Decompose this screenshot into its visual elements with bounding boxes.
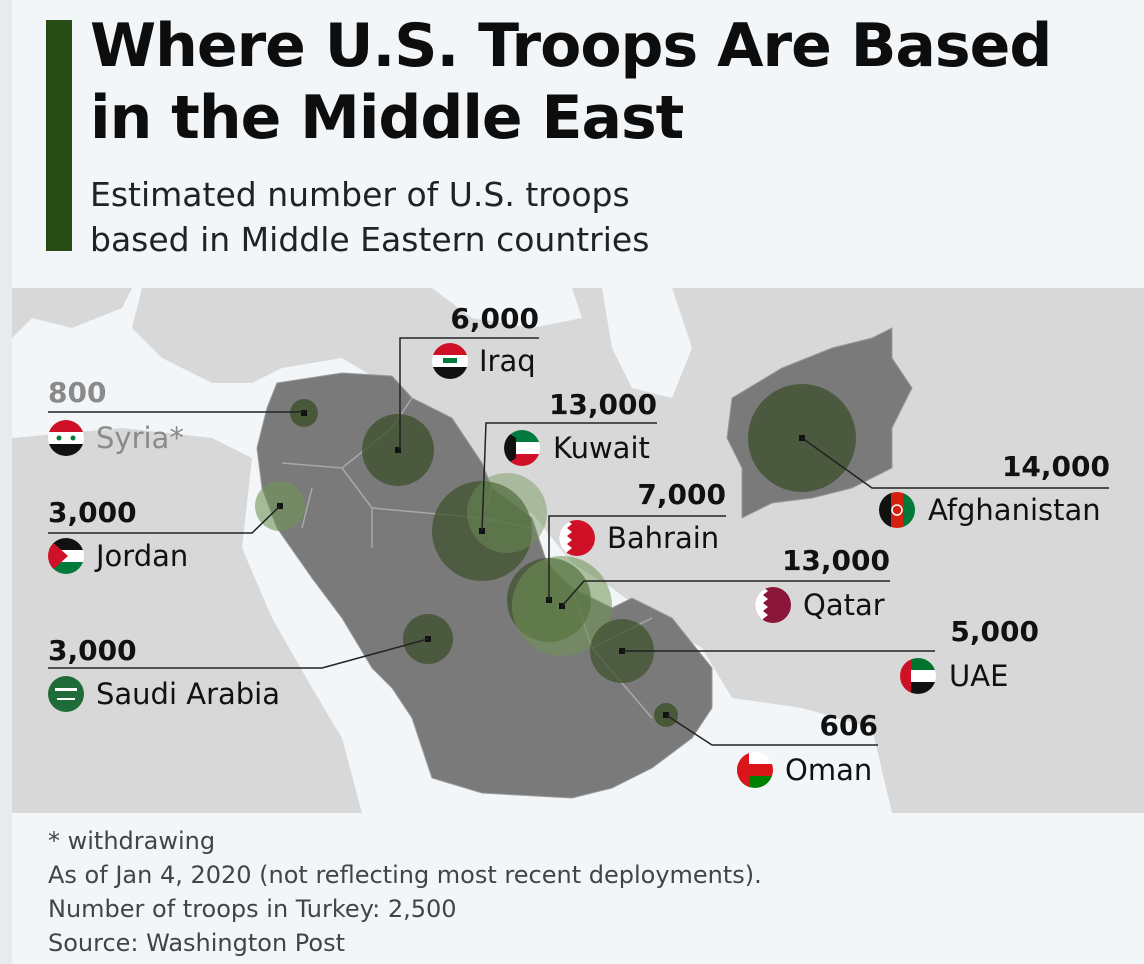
label-kuwait: 13,000 Kuwait [504,388,657,466]
syria-troop-count: 800 [48,376,106,409]
uae-flag-icon [900,658,936,694]
qatar-flag-icon [755,587,791,623]
bahrain-troop-count: 7,000 [637,478,726,511]
page-title: Where U.S. Troops Are Based in the Middl… [90,11,1052,153]
label-iraq: 6,000 Iraq [432,302,539,379]
footnote-turkey: Number of troops in Turkey: 2,500 [48,895,457,923]
country-labels: 800 Syria* 3,000 Jordan [48,302,1110,788]
iraq-troop-count: 6,000 [450,302,539,335]
land-europe [12,288,132,338]
jordan-troop-count: 3,000 [48,496,137,529]
kuwait-troop-count: 13,000 [549,388,657,421]
footnote-withdrawing: * withdrawing [48,827,216,855]
bahrain-flag-icon [559,520,595,556]
syria-name: Syria* [96,421,184,455]
page-edge [0,0,12,964]
leader-lines [48,337,1109,746]
saudi-name: Saudi Arabia [96,677,280,711]
label-qatar: 13,000 Qatar [755,544,890,623]
land-africa [12,428,362,813]
footnotes: * withdrawing As of Jan 4, 2020 (not ref… [48,824,1048,960]
label-bahrain: 7,000 Bahrain [559,478,726,556]
oman-troop-count: 606 [820,709,878,742]
uae-name: UAE [949,659,1008,693]
saudi-arabia-flag-icon [48,676,84,712]
jordan-name: Jordan [94,539,188,573]
iraq-name: Iraq [479,344,536,378]
label-oman: 606 Oman [737,709,878,788]
jordan-flag-icon [48,538,84,574]
subtitle-line-1: Estimated number of U.S. troops [90,175,630,214]
oman-name: Oman [785,753,872,787]
afghanistan-flag-icon [879,492,915,528]
label-saudi-arabia: 3,000 Saudi Arabia [48,634,280,712]
label-afghanistan: 14,000 Afghanistan [879,450,1110,528]
subtitle-line-2: based in Middle Eastern countries [90,220,650,259]
land-black-sea [432,288,582,328]
footnote-source: Source: Washington Post [48,929,346,957]
saudi-troop-count: 3,000 [48,634,137,667]
qatar-troop-count: 13,000 [782,544,890,577]
kuwait-flag-icon [504,430,540,466]
uae-troop-count: 5,000 [950,615,1039,648]
kuwait-name: Kuwait [553,431,650,465]
footnote-as-of-date: As of Jan 4, 2020 (not reflecting most r… [48,861,762,889]
iraq-flag-icon [432,343,468,379]
label-syria: 800 Syria* [48,376,184,456]
afghanistan-troop-count: 14,000 [1002,450,1110,483]
page-subtitle: Estimated number of U.S. troops based in… [90,172,790,262]
bubble-kuwait-outer [467,473,547,553]
afghanistan-name: Afghanistan [928,493,1101,527]
title-accent-bar [46,20,72,251]
bahrain-name: Bahrain [607,521,719,555]
label-jordan: 3,000 Jordan [48,496,188,574]
land-caspian-sea [602,288,692,398]
label-uae: 5,000 UAE [900,615,1039,694]
qatar-name: Qatar [803,588,885,622]
oman-flag-icon [737,752,773,788]
syria-flag-icon [48,420,84,456]
